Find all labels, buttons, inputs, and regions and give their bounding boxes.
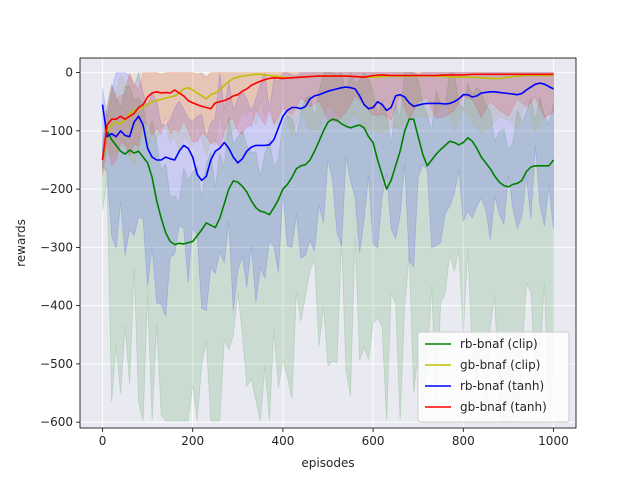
legend-box <box>417 331 570 423</box>
legend: rb-bnaf (clip) gb-bnaf (clip) rb-bnaf (tan… <box>417 331 570 423</box>
y-tick-label: −300 <box>40 240 73 254</box>
series-lines <box>101 73 555 246</box>
y-tick-label: −500 <box>40 357 73 371</box>
x-tick-label: 600 <box>362 434 385 448</box>
series-line-3 <box>101 82 554 182</box>
x-tick-label: 200 <box>181 434 204 448</box>
variance-band-2 <box>102 72 554 174</box>
y-tick-label: 0 <box>65 66 73 80</box>
y-tick-label: −200 <box>40 182 73 196</box>
y-tick-label: −600 <box>40 415 73 429</box>
y-tick-label: −400 <box>40 299 73 313</box>
y-tick-label: −100 <box>40 124 73 138</box>
x-tick-label: 400 <box>271 434 294 448</box>
plot-frame <box>79 57 577 429</box>
legend-label: gb-bnaf (clip) <box>460 358 540 372</box>
legend-label: gb-bnaf (tanh) <box>460 400 547 414</box>
series-line-4 <box>101 73 554 161</box>
series-line-1 <box>101 118 555 246</box>
x-tick-label: 800 <box>452 434 475 448</box>
x-axis-label: episodes <box>301 456 354 470</box>
legend-label: rb-bnaf (clip) <box>460 337 538 351</box>
x-tick-label: 1000 <box>538 434 569 448</box>
legend-label: rb-bnaf (tanh) <box>460 379 544 393</box>
y-axis-label: rewards <box>14 219 28 267</box>
grid <box>80 58 576 428</box>
variance-band-3 <box>102 71 554 317</box>
axes: 0 200 400 600 800 1000 −600 −500 −400 −300 −200 −10… <box>40 57 577 448</box>
variance-band-4 <box>102 71 554 176</box>
x-tick-label: 0 <box>99 434 107 448</box>
series-line-2 <box>101 73 554 161</box>
variance-bands <box>102 71 554 422</box>
